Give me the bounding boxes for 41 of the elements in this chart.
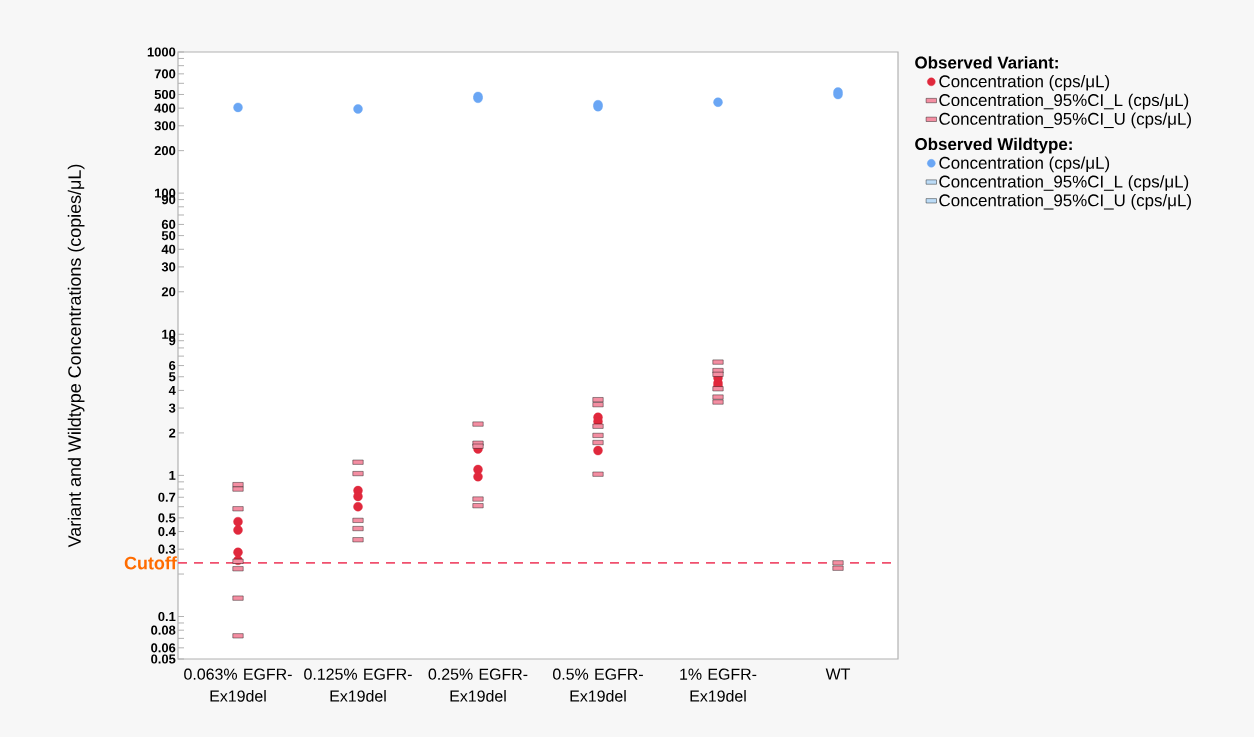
y-tick-label: 60 bbox=[161, 219, 176, 230]
y-tick-label: 30 bbox=[161, 262, 176, 272]
y-tick-label: 40 bbox=[161, 244, 176, 254]
text: Observed Wildtype: bbox=[915, 137, 1072, 154]
y-tick-label: 2 bbox=[169, 428, 176, 438]
x-tick-label: 1% EGFR-Ex19del bbox=[680, 668, 757, 702]
y-tick-label: 0.08 bbox=[151, 625, 176, 635]
legend-label: Concentration_95%CI_L (cps/μL) bbox=[939, 175, 1189, 191]
x-tick-label: 0.063% EGFR-Ex19del bbox=[184, 668, 292, 702]
legend-label: Concentration_95%CI_L (cps/μL) bbox=[939, 93, 1189, 110]
y-tick-label: 5 bbox=[169, 372, 176, 382]
y-tick-label: 1 bbox=[169, 470, 176, 480]
y-tick-label: 0.4 bbox=[158, 526, 176, 537]
x-tick-label: WT bbox=[825, 668, 851, 680]
y-tick-label: 0.06 bbox=[151, 643, 176, 653]
y-tick-label: 1000 bbox=[147, 47, 176, 57]
y-tick-label: 0.5 bbox=[158, 513, 176, 523]
y-tick-label: 200 bbox=[154, 146, 176, 156]
legend-label: Concentration_95%CI_U (cps/μL) bbox=[939, 193, 1191, 210]
x-tick-label: 0.5% EGFR-Ex19del bbox=[553, 668, 643, 702]
ref-line-label: Cutoff bbox=[124, 556, 177, 570]
y-tick-label: 400 bbox=[154, 103, 176, 113]
y-tick-label: 700 bbox=[154, 69, 176, 79]
y-tick-label: 0.1 bbox=[158, 611, 176, 622]
x-tick-label: 0.25% EGFR-Ex19del bbox=[428, 668, 528, 702]
y-tick-label: 20 bbox=[161, 287, 176, 297]
y-tick-label: 4 bbox=[168, 385, 176, 395]
y-tick-label: 0.05 bbox=[151, 654, 176, 664]
y-tick-label: 300 bbox=[154, 121, 176, 131]
legend-label: Concentration (cps/μL) bbox=[939, 156, 1110, 173]
y-tick-label: 50 bbox=[161, 231, 176, 241]
y-tick-label: 0.7 bbox=[158, 492, 176, 502]
y-axis-title: Variant and Wildtype Concentrations (copies/μL) bbox=[67, 164, 85, 548]
y-tick-label: 500 bbox=[154, 89, 176, 100]
x-tick-label: 0.125% EGFR-Ex19del bbox=[304, 668, 412, 702]
y-tick-label: 6 bbox=[169, 360, 176, 371]
y-tick-label: 0.3 bbox=[158, 544, 176, 554]
text: Observed Variant: bbox=[915, 56, 1058, 69]
y-tick-label: 3 bbox=[168, 403, 176, 413]
legend-label: Concentration_95%CI_U (cps/μL) bbox=[939, 112, 1191, 129]
legend-label: Concentration (cps/μL) bbox=[939, 74, 1110, 91]
